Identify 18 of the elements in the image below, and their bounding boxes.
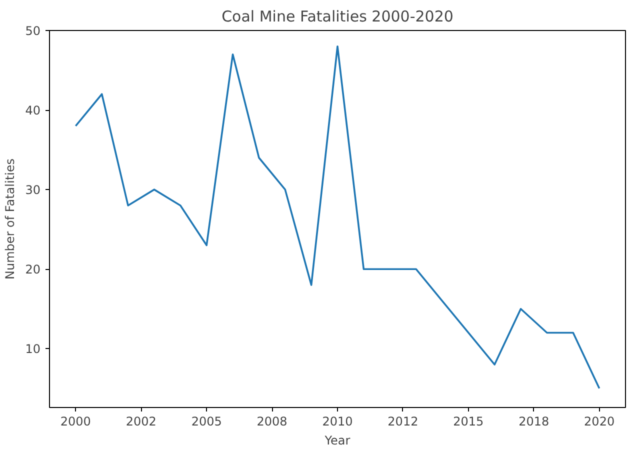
line-series (74, 46, 600, 390)
chart-title: Coal Mine Fatalities 2000-2020 (222, 8, 454, 26)
x-tick-label: 2020 (584, 414, 615, 428)
x-axis-title: Year (324, 434, 350, 448)
x-tick-label: 2012 (388, 414, 418, 428)
y-tick-label: 20 (25, 262, 41, 277)
y-tick-label: 50 (25, 24, 41, 38)
x-tick-label: 2002 (126, 414, 156, 428)
x-tick-label: 2018 (518, 414, 550, 428)
x-tick-label: 2005 (191, 414, 222, 428)
x-tick-label: 2010 (322, 414, 353, 428)
x-tick-label: 2015 (453, 414, 484, 428)
x-tick-label: 2008 (256, 414, 288, 428)
y-axis-title: Number of Fatalities (3, 158, 18, 280)
x-tick-label: 2000 (60, 414, 91, 428)
y-tick-label: 30 (25, 183, 41, 198)
y-tick-label: 40 (25, 104, 41, 118)
y-tick-label: 10 (25, 342, 41, 356)
